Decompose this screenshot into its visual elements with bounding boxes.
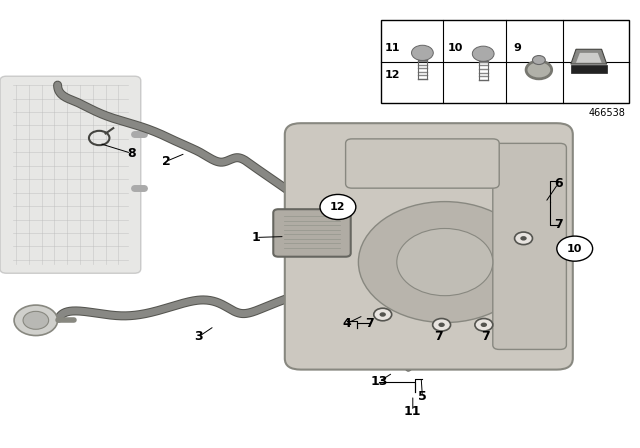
Text: 8: 8 (127, 146, 136, 160)
Text: 7: 7 (365, 317, 374, 330)
Polygon shape (576, 53, 602, 63)
Text: 5: 5 (418, 390, 427, 403)
Polygon shape (571, 65, 607, 73)
Circle shape (358, 202, 531, 323)
Circle shape (472, 46, 494, 61)
Circle shape (397, 228, 493, 296)
Text: 2: 2 (162, 155, 171, 168)
FancyBboxPatch shape (285, 123, 573, 370)
Text: 7: 7 (434, 329, 443, 343)
FancyBboxPatch shape (346, 139, 499, 188)
Text: 3: 3 (194, 330, 203, 344)
Circle shape (438, 323, 445, 327)
Circle shape (14, 305, 58, 336)
Circle shape (380, 312, 386, 317)
Text: 11: 11 (385, 43, 400, 53)
Circle shape (515, 232, 532, 245)
Text: 6: 6 (554, 177, 563, 190)
Circle shape (481, 323, 487, 327)
Circle shape (23, 311, 49, 329)
Text: 1: 1 (252, 231, 260, 244)
Text: 11: 11 (404, 405, 422, 418)
Text: 10: 10 (448, 43, 463, 53)
Circle shape (412, 45, 433, 60)
Text: 7: 7 (554, 218, 563, 232)
Polygon shape (571, 49, 607, 64)
Circle shape (520, 236, 527, 241)
Text: 12: 12 (330, 202, 346, 212)
Circle shape (475, 319, 493, 331)
Circle shape (320, 194, 356, 220)
Text: 466538: 466538 (589, 108, 626, 118)
Circle shape (374, 308, 392, 321)
Text: 7: 7 (481, 329, 490, 343)
Text: 13: 13 (370, 375, 388, 388)
Circle shape (433, 319, 451, 331)
Text: 12: 12 (385, 70, 400, 80)
Bar (381, 20, 629, 103)
Circle shape (526, 61, 552, 79)
FancyBboxPatch shape (0, 76, 141, 273)
Text: 10: 10 (567, 244, 582, 254)
Text: 4: 4 (342, 317, 351, 330)
Text: 9: 9 (513, 43, 521, 53)
Circle shape (557, 236, 593, 261)
Circle shape (532, 56, 545, 65)
FancyBboxPatch shape (273, 209, 351, 257)
FancyBboxPatch shape (493, 143, 566, 349)
